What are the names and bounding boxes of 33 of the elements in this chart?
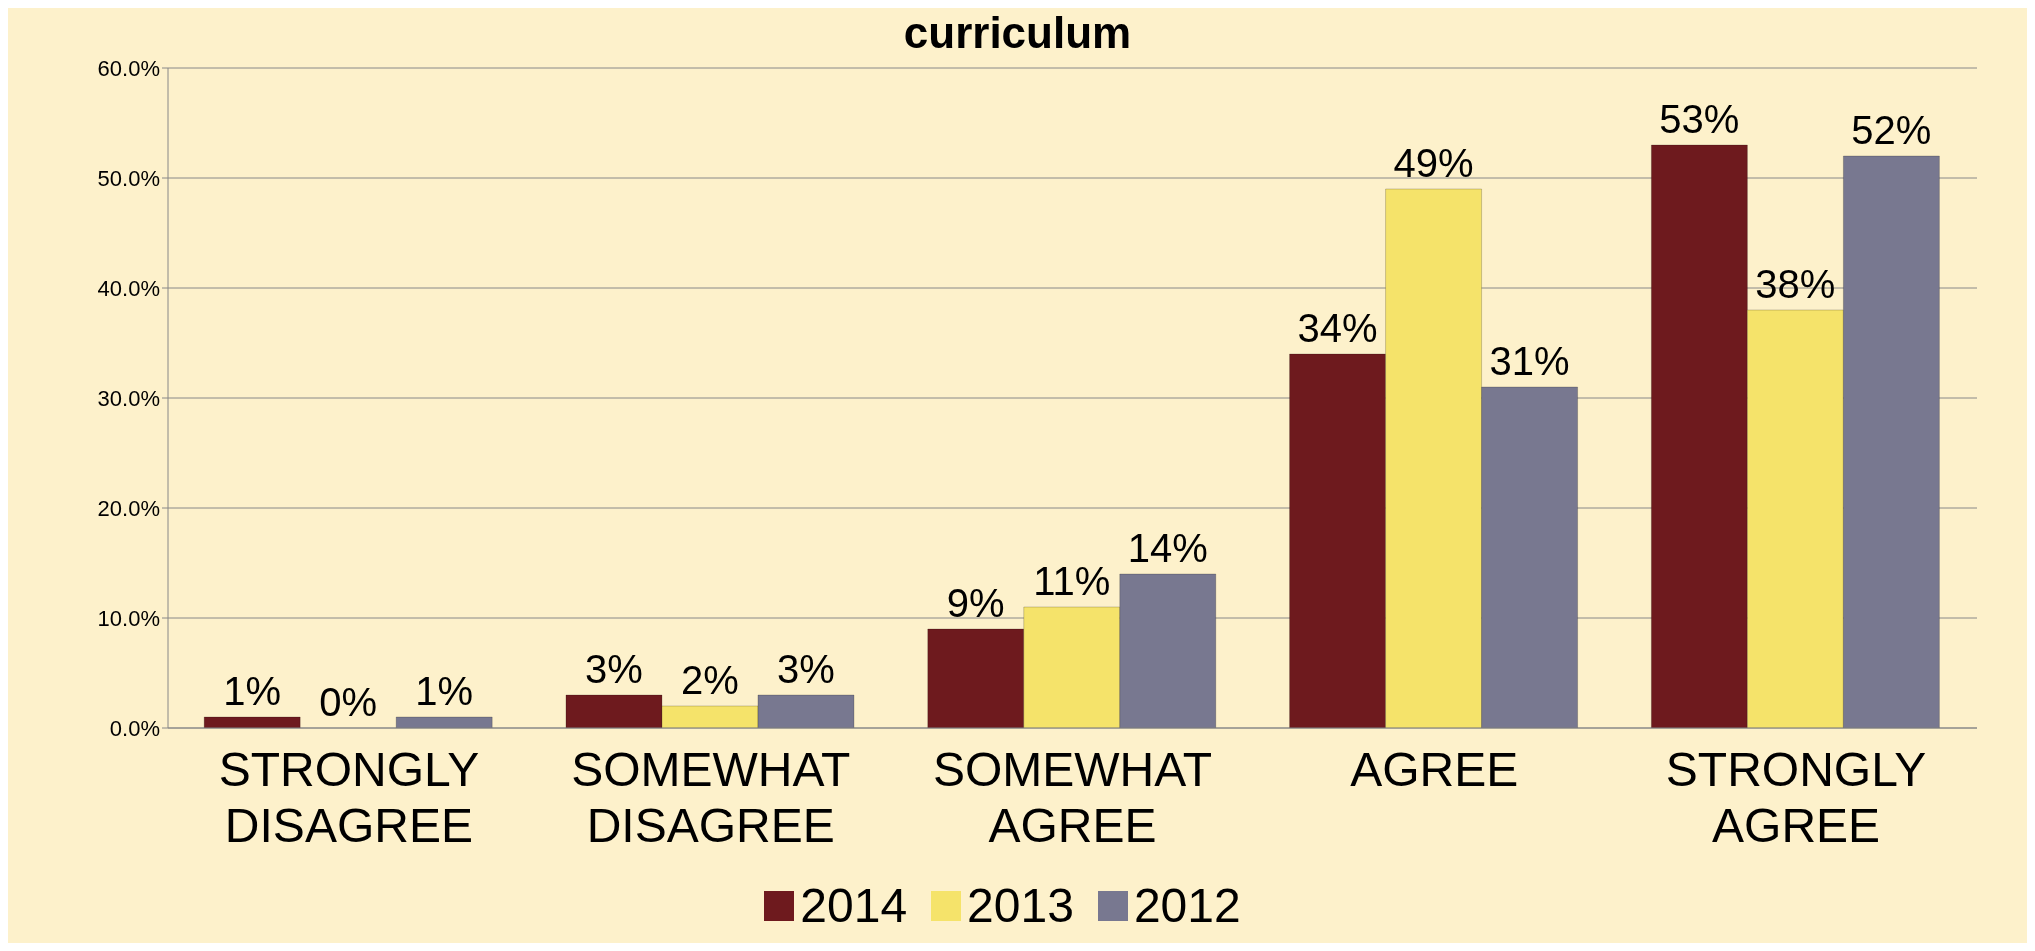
data-label: 14% [1127, 526, 1208, 570]
data-label: 52% [1851, 108, 1932, 152]
legend-label: 2013 [967, 878, 1074, 933]
chart-title: curriculum [903, 8, 1132, 57]
x-tick-label: SOMEWHAT DISAGREE [571, 743, 851, 852]
data-label: 1% [223, 669, 282, 713]
legend-label: 2012 [1133, 878, 1241, 933]
data-label: 53% [1659, 97, 1740, 141]
data-label: 3% [585, 647, 643, 691]
data-label: 38% [1755, 262, 1836, 306]
y-tick-label: 50.0% [97, 165, 160, 191]
y-tick-label: 30.0% [97, 385, 160, 411]
y-tick-label: 20.0% [97, 495, 160, 521]
data-label: 1% [415, 669, 474, 713]
data-label: 31% [1489, 339, 1570, 383]
data-label: 34% [1297, 306, 1378, 350]
data-label: 2% [681, 658, 739, 702]
y-tick-label: 0.0% [109, 715, 160, 741]
y-tick-label: 60.0% [97, 55, 160, 81]
data-label: 3% [777, 647, 835, 691]
data-label: 49% [1393, 141, 1474, 185]
data-label: 9% [946, 581, 1005, 625]
x-tick-label: AGREE [1350, 743, 1519, 796]
bar [203, 716, 301, 728]
data-label: 0% [319, 680, 378, 724]
y-tick-label: 40.0% [97, 275, 160, 301]
x-tick-label: STRONGLY DISAGREE [218, 743, 480, 852]
x-tick-label: STRONGLY AGREE [1665, 743, 1927, 852]
data-label: 11% [1033, 559, 1111, 603]
legend-label: 2014 [800, 878, 908, 933]
x-tick-label: SOMEWHAT AGREE [932, 743, 1213, 852]
y-tick-label: 10.0% [97, 605, 160, 631]
bar [395, 716, 493, 728]
